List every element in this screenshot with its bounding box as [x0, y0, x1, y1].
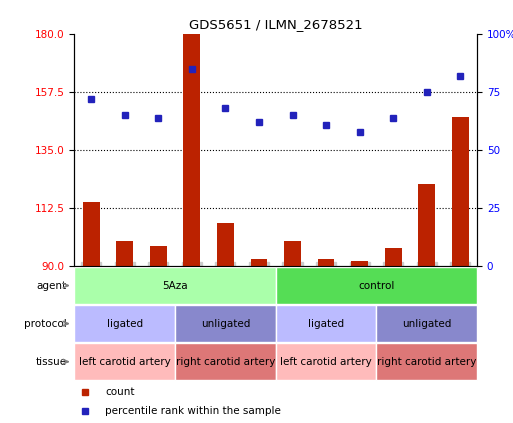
Text: right carotid artery: right carotid artery	[377, 357, 477, 367]
Bar	[217, 222, 234, 266]
Text: left carotid artery: left carotid artery	[79, 357, 171, 367]
Bar	[74, 267, 275, 304]
Bar	[275, 343, 377, 380]
Title: GDS5651 / ILMN_2678521: GDS5651 / ILMN_2678521	[189, 18, 363, 31]
Bar	[284, 241, 301, 266]
Text: protocol: protocol	[24, 319, 66, 329]
Bar	[275, 305, 377, 342]
Bar	[377, 305, 477, 342]
Bar	[83, 202, 100, 266]
Bar	[74, 343, 175, 380]
Text: agent: agent	[36, 280, 66, 291]
Bar	[150, 246, 167, 266]
Bar	[116, 241, 133, 266]
Text: unligated: unligated	[402, 319, 451, 329]
Bar	[184, 34, 200, 266]
Text: unligated: unligated	[201, 319, 250, 329]
Text: control: control	[358, 280, 394, 291]
Bar	[351, 261, 368, 266]
Bar	[419, 184, 435, 266]
Bar	[452, 117, 469, 266]
Bar	[175, 343, 275, 380]
Bar	[377, 343, 477, 380]
Bar	[250, 259, 267, 266]
Text: right carotid artery: right carotid artery	[176, 357, 275, 367]
Text: percentile rank within the sample: percentile rank within the sample	[105, 406, 281, 416]
Text: ligated: ligated	[308, 319, 344, 329]
Text: tissue: tissue	[35, 357, 66, 367]
Bar	[275, 267, 477, 304]
Text: count: count	[105, 387, 135, 397]
Bar	[175, 305, 275, 342]
Text: left carotid artery: left carotid artery	[280, 357, 372, 367]
Bar	[74, 305, 175, 342]
Bar	[385, 248, 402, 266]
Text: 5Aza: 5Aza	[162, 280, 188, 291]
Bar	[318, 259, 334, 266]
Text: ligated: ligated	[107, 319, 143, 329]
